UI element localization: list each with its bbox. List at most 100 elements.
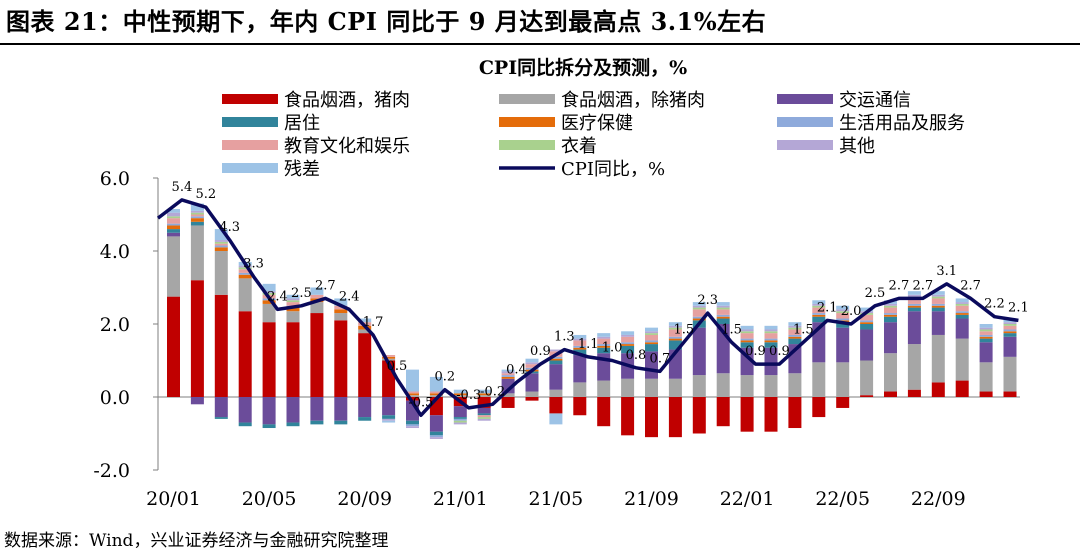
bar-segment	[167, 223, 180, 226]
bar-segment	[812, 303, 826, 306]
y-tick-label: 6.0	[100, 168, 130, 190]
point-label: 2.5	[865, 286, 886, 301]
bar-segment	[167, 236, 180, 297]
bar-segment	[167, 232, 180, 237]
bar-segment	[262, 283, 276, 292]
bar-segment	[286, 422, 300, 427]
bar-segment	[262, 292, 276, 295]
bar-segment	[884, 353, 897, 392]
legend-swatch	[222, 94, 278, 104]
bar-segment	[884, 391, 897, 397]
legend-label: 残差	[284, 159, 320, 180]
bar-segment	[740, 333, 754, 339]
bar-segment	[836, 362, 850, 397]
point-label: 2.7	[912, 278, 933, 293]
bar-segment	[501, 393, 515, 397]
bar-segment	[1003, 336, 1017, 357]
bar-segment	[621, 345, 635, 354]
bar-segment	[549, 349, 563, 352]
bar-segment	[716, 397, 730, 427]
bar-segment	[358, 318, 372, 323]
bar-segment	[979, 331, 993, 335]
bar-segment	[597, 347, 611, 354]
bar-segment	[358, 333, 372, 397]
point-label: 2.1	[817, 300, 838, 315]
bar-segment	[836, 327, 850, 363]
legend-swatch	[777, 140, 833, 150]
bar-segment	[668, 322, 682, 326]
legend-swatch	[777, 94, 833, 104]
bar-segment	[645, 342, 658, 345]
bar-segment	[286, 298, 300, 301]
point-label: 0.2	[434, 370, 455, 385]
bar-segment	[788, 329, 802, 335]
bar-segment	[740, 329, 754, 332]
source-note: 数据来源：Wind，兴业证券经济与金融研究院整理	[4, 531, 389, 551]
bar-segment	[645, 333, 658, 335]
bar-segment	[907, 344, 921, 390]
bar-segment	[453, 395, 467, 397]
bar-segment	[334, 305, 348, 310]
bar-segment	[382, 397, 396, 416]
x-tick-label: 22/01	[720, 488, 775, 510]
bar-segment	[692, 309, 706, 317]
bar-segment	[477, 395, 491, 397]
point-label: 0.8	[626, 348, 647, 363]
y-tick-label: 4.0	[100, 241, 130, 263]
bar-segment	[406, 397, 419, 401]
bar-segment	[214, 247, 228, 251]
bar-segment	[310, 420, 324, 425]
bar-segment	[764, 340, 778, 343]
bar-segment	[597, 345, 611, 348]
point-label: 2.5	[291, 286, 312, 301]
bar-segment	[406, 391, 419, 394]
point-label: 2.3	[697, 293, 718, 308]
bar-segment	[525, 397, 539, 401]
bar-segment	[406, 395, 419, 397]
bar-segment	[429, 435, 443, 438]
bar-segment	[214, 294, 228, 397]
bar-segment	[477, 413, 491, 416]
bar-segment	[621, 397, 635, 436]
point-label: 0.7	[650, 351, 671, 366]
bar-segment	[645, 327, 658, 332]
bar-segment	[645, 340, 658, 343]
title-divider	[0, 43, 1080, 45]
bar-segment	[453, 420, 467, 423]
bar-segment	[382, 415, 396, 419]
bar-segment	[884, 322, 897, 354]
point-label: 2.7	[315, 278, 336, 293]
bar-segment	[382, 418, 396, 421]
bar-segment	[549, 389, 563, 397]
legend-label: 衣着	[561, 136, 597, 157]
bar-segment	[836, 305, 850, 310]
bar-segment	[238, 422, 252, 427]
bar-segment	[764, 347, 778, 376]
bar-segment	[884, 305, 897, 308]
bar-segment	[645, 397, 658, 438]
point-label: 0.9	[769, 344, 790, 359]
bar-segment	[334, 397, 348, 421]
bar-segment	[167, 225, 180, 230]
stacked-bars	[167, 203, 1017, 439]
bar-segment	[501, 369, 515, 372]
bar-segment	[836, 313, 850, 319]
y-tick-label: 2.0	[100, 314, 130, 336]
point-label: 1.5	[793, 322, 814, 337]
bar-segment	[167, 212, 180, 217]
bar-segment	[740, 338, 754, 341]
point-label: 2.7	[960, 278, 981, 293]
bar-segment	[286, 302, 300, 306]
bar-segment	[860, 324, 874, 330]
bar-segment	[597, 338, 611, 345]
bar-segment	[764, 331, 778, 334]
bar-segment	[836, 318, 850, 321]
bar-segment	[764, 342, 778, 348]
bar-segment	[668, 336, 682, 339]
bar-segment	[549, 358, 563, 361]
bar-segment	[764, 375, 778, 397]
bar-segment	[716, 316, 730, 319]
bar-segment	[955, 314, 969, 319]
bar-segment	[190, 280, 204, 397]
